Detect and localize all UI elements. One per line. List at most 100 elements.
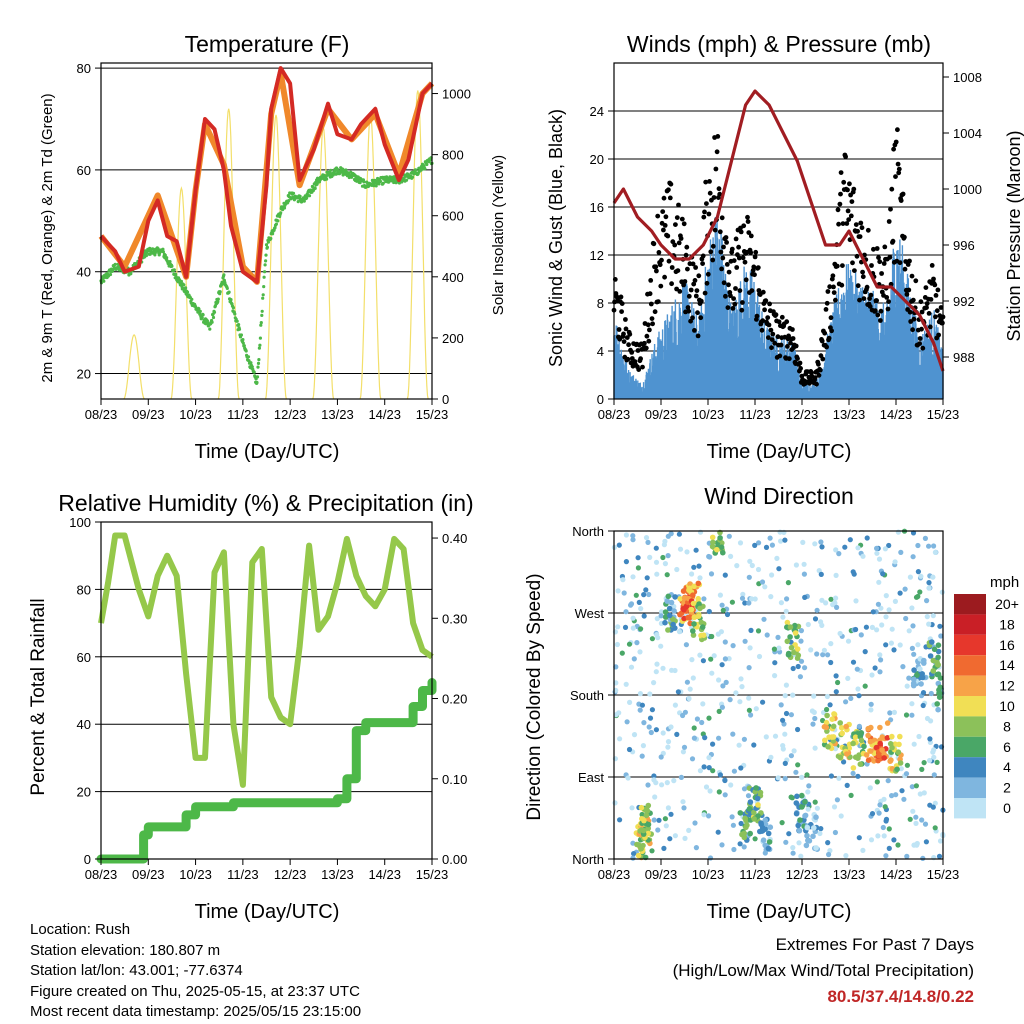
direction-point <box>737 841 743 847</box>
direction-point <box>720 549 726 556</box>
gust-point <box>737 288 743 293</box>
direction-point <box>677 546 684 552</box>
y-tick-label: 40 <box>77 717 91 732</box>
direction-point <box>672 702 679 708</box>
direction-point <box>895 749 902 755</box>
dewpoint-point <box>237 323 241 327</box>
direction-point <box>636 599 642 606</box>
direction-point <box>906 675 912 681</box>
dewpoint-point <box>259 323 263 327</box>
gust-point <box>829 328 834 334</box>
direction-point <box>672 594 678 600</box>
direction-point <box>665 805 672 811</box>
direction-point <box>878 605 884 611</box>
gust-point <box>635 348 641 353</box>
direction-point <box>634 640 640 646</box>
direction-point <box>790 665 796 672</box>
direction-point <box>836 551 842 557</box>
direction-point <box>927 757 933 764</box>
direction-point <box>810 833 816 840</box>
x-tick-label: 08/23 <box>598 867 631 882</box>
direction-point <box>612 800 618 806</box>
gust-point <box>795 356 800 361</box>
direction-point <box>786 831 792 837</box>
direction-point <box>897 760 904 766</box>
gust-point <box>673 222 678 228</box>
direction-point <box>686 827 692 834</box>
direction-point <box>737 699 743 705</box>
direction-point <box>691 621 697 627</box>
winds-title: Winds (mph) & Pressure (mb) <box>627 31 931 57</box>
direction-point <box>888 757 894 763</box>
direction-point <box>697 652 703 658</box>
dewpoint-point <box>411 175 415 179</box>
direction-point <box>707 788 713 794</box>
solar-insolation-day <box>359 114 382 400</box>
direction-point <box>931 543 937 549</box>
direction-point <box>930 804 936 810</box>
direction-point <box>927 653 934 659</box>
direction-point <box>873 744 880 751</box>
direction-point <box>891 709 898 716</box>
gust-point <box>841 179 847 185</box>
direction-point <box>654 616 660 622</box>
gust-point <box>814 381 819 387</box>
direction-point <box>693 845 700 851</box>
gust-point <box>775 334 781 340</box>
direction-point <box>631 851 637 857</box>
dewpoint-point <box>256 365 260 369</box>
direction-point <box>855 773 861 779</box>
gust-point <box>710 243 716 249</box>
direction-point <box>798 853 804 859</box>
direction-point <box>759 579 766 585</box>
gust-point <box>871 246 876 252</box>
direction-point <box>831 804 838 810</box>
direction-point <box>695 613 702 619</box>
direction-point <box>907 816 913 822</box>
direction-point <box>668 531 674 537</box>
direction-point <box>818 539 824 545</box>
direction-point <box>910 808 916 814</box>
direction-point <box>682 835 688 842</box>
direction-point <box>818 619 824 625</box>
direction-point <box>686 695 692 702</box>
direction-point <box>760 699 766 705</box>
gust-point <box>864 284 870 290</box>
direction-point <box>875 601 882 607</box>
gust-point <box>902 234 907 240</box>
gust-point <box>713 166 719 172</box>
direction-point <box>710 741 716 747</box>
direction-point <box>804 772 810 778</box>
solar-insolation-day <box>123 334 145 400</box>
direction-point <box>742 600 748 606</box>
direction-point <box>654 661 660 667</box>
dewpoint-point <box>261 296 265 300</box>
direction-point <box>658 643 664 649</box>
gust-point <box>887 254 893 260</box>
direction-point <box>910 554 916 560</box>
direction-point <box>832 746 839 752</box>
direction-point <box>722 572 728 578</box>
temperature-gridlines <box>101 67 432 375</box>
direction-point <box>806 838 813 844</box>
gust-point <box>897 260 903 266</box>
gust-point <box>725 305 731 310</box>
direction-point <box>617 817 623 823</box>
direction-point <box>706 553 712 560</box>
direction-point <box>932 800 938 806</box>
dewpoint-point <box>291 191 296 195</box>
direction-point <box>706 715 712 721</box>
direction-point <box>921 760 927 766</box>
direction-point <box>790 850 796 856</box>
direction-point <box>844 751 850 757</box>
gust-point <box>874 298 879 303</box>
direction-point <box>913 594 920 600</box>
direction-point <box>780 717 786 723</box>
gust-point <box>666 187 671 193</box>
direction-point <box>872 665 878 671</box>
direction-point <box>648 729 654 736</box>
direction-point <box>823 600 829 606</box>
direction-point <box>691 614 698 621</box>
direction-point <box>813 845 819 851</box>
